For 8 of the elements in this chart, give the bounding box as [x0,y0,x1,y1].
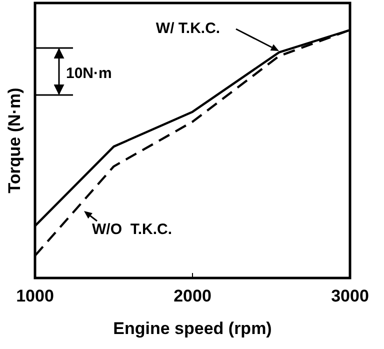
annotation: 10N·m [66,65,112,82]
x-axis-title: Engine speed (rpm) [113,319,272,338]
x-tick-label: 1000 [16,286,54,306]
x-tick-label: 2000 [174,286,212,306]
x-tick-label: 3000 [331,286,369,306]
y-axis-title: Torque (N·m) [5,88,24,194]
series-label: W/O T.K.C. [92,221,172,238]
legend-label: W/ T.K.C. [156,20,220,37]
